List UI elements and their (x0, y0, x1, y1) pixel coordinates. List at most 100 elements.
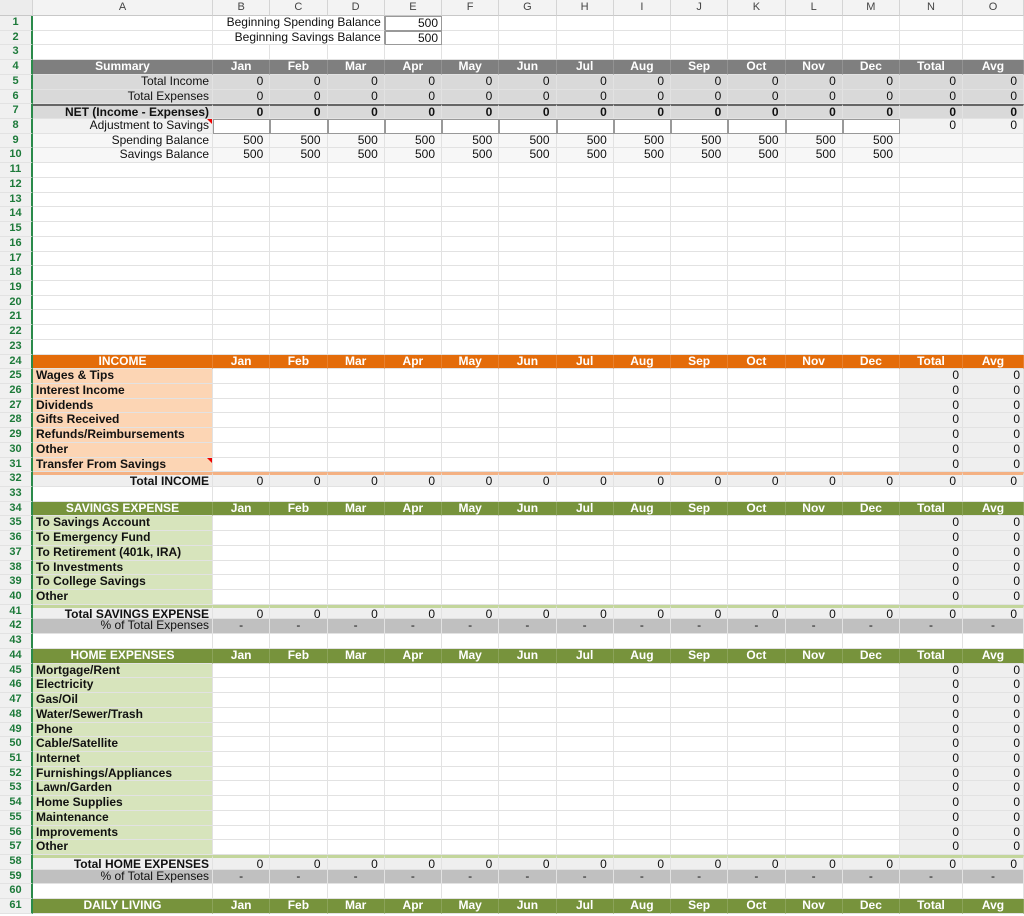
cell[interactable] (671, 207, 729, 223)
summary-value[interactable]: 0 (270, 89, 328, 105)
balance-value[interactable] (900, 148, 963, 164)
amount-input[interactable] (556, 575, 614, 591)
amount-input[interactable] (556, 516, 614, 532)
avg-value[interactable]: 0 (963, 516, 1024, 532)
cell[interactable] (613, 236, 671, 252)
amount-input[interactable] (728, 796, 786, 811)
amount-input[interactable] (499, 796, 557, 811)
category-label[interactable]: Transfer From Savings (33, 457, 213, 473)
amount-input[interactable] (327, 575, 385, 591)
avg-value[interactable]: 0 (963, 575, 1024, 591)
amount-input[interactable] (613, 707, 671, 723)
amount-input[interactable] (442, 516, 500, 532)
cell[interactable] (384, 207, 442, 223)
percent-value[interactable]: - (327, 619, 385, 635)
cell[interactable] (900, 222, 963, 237)
cell[interactable] (900, 236, 963, 252)
amount-input[interactable] (728, 575, 786, 591)
balance-value[interactable]: 500 (384, 148, 442, 164)
cell[interactable] (900, 325, 963, 340)
cell[interactable] (671, 325, 729, 340)
total-value[interactable]: 0 (442, 854, 500, 870)
amount-input[interactable] (671, 442, 729, 458)
amount-input[interactable] (728, 722, 786, 738)
amount-input[interactable] (842, 751, 900, 767)
amount-input[interactable] (556, 663, 614, 679)
percent-value[interactable]: - (842, 869, 900, 885)
total-value[interactable]: 0 (900, 737, 963, 752)
adjustment-input[interactable] (499, 119, 557, 134)
cell[interactable] (270, 177, 328, 193)
total-value[interactable]: 0 (900, 678, 963, 694)
total-value[interactable]: 0 (556, 472, 614, 488)
amount-input[interactable] (842, 457, 900, 473)
cell[interactable] (442, 325, 500, 340)
cell[interactable] (384, 339, 442, 355)
avg-value[interactable]: 0 (963, 413, 1024, 429)
avg-value[interactable]: 0 (963, 796, 1024, 811)
amount-input[interactable] (613, 751, 671, 767)
cell[interactable] (499, 884, 557, 900)
adjustment-input[interactable] (384, 119, 442, 134)
adjustment-input[interactable] (327, 119, 385, 134)
total-value[interactable]: 0 (384, 472, 442, 488)
total-value[interactable]: 0 (442, 604, 500, 620)
cell[interactable] (785, 339, 843, 355)
cell[interactable] (613, 884, 671, 900)
amount-input[interactable] (556, 369, 614, 384)
amount-input[interactable] (213, 663, 271, 679)
amount-input[interactable] (613, 413, 671, 429)
cell[interactable] (842, 192, 900, 208)
total-value[interactable]: 0 (900, 442, 963, 458)
summary-value[interactable]: 0 (728, 104, 786, 120)
cell[interactable] (327, 251, 385, 267)
adjustment-input[interactable] (442, 119, 500, 134)
row-header[interactable]: 30 (0, 442, 33, 458)
amount-input[interactable] (442, 663, 500, 679)
amount-input[interactable] (442, 442, 500, 458)
cell[interactable] (842, 487, 900, 502)
amount-input[interactable] (556, 398, 614, 414)
cell[interactable] (728, 16, 786, 31)
cell[interactable] (963, 177, 1024, 193)
summary-value[interactable]: 0 (270, 104, 328, 120)
summary-value[interactable]: 0 (499, 89, 557, 105)
amount-input[interactable] (728, 707, 786, 723)
cell[interactable] (33, 634, 213, 649)
category-label[interactable]: Phone (33, 722, 213, 738)
cell[interactable] (213, 251, 271, 267)
amount-input[interactable] (613, 766, 671, 782)
avg-value[interactable]: 0 (963, 707, 1024, 723)
amount-input[interactable] (442, 722, 500, 738)
amount-input[interactable] (270, 737, 328, 752)
cell[interactable] (442, 192, 500, 208)
column-header-d[interactable]: D (327, 0, 385, 16)
cell[interactable] (613, 310, 671, 326)
summary-value[interactable]: 0 (842, 74, 900, 90)
cell[interactable] (442, 280, 500, 296)
cell[interactable] (728, 339, 786, 355)
cell[interactable] (499, 310, 557, 326)
amount-input[interactable] (327, 590, 385, 605)
category-label[interactable]: To Savings Account (33, 516, 213, 532)
row-header[interactable]: 12 (0, 177, 33, 193)
summary-value[interactable]: 0 (384, 104, 442, 120)
column-header-g[interactable]: G (499, 0, 557, 16)
amount-input[interactable] (327, 751, 385, 767)
total-value[interactable]: 0 (613, 604, 671, 620)
total-value[interactable]: 0 (900, 693, 963, 708)
cell[interactable] (556, 16, 614, 31)
amount-input[interactable] (728, 442, 786, 458)
category-label[interactable]: Home Supplies (33, 796, 213, 811)
avg-value[interactable]: 0 (963, 560, 1024, 576)
total-value[interactable]: 0 (499, 854, 557, 870)
amount-input[interactable] (785, 383, 843, 399)
percent-value[interactable]: - (963, 619, 1024, 635)
amount-input[interactable] (442, 428, 500, 443)
amount-input[interactable] (327, 516, 385, 532)
amount-input[interactable] (327, 722, 385, 738)
amount-input[interactable] (213, 810, 271, 826)
amount-input[interactable] (842, 369, 900, 384)
avg-value[interactable]: 0 (963, 766, 1024, 782)
row-header[interactable]: 8 (0, 119, 33, 134)
